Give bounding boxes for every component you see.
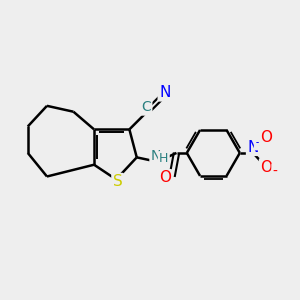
Text: N: N: [159, 85, 170, 100]
Text: C: C: [141, 100, 151, 114]
Text: O: O: [260, 160, 272, 175]
Text: N: N: [248, 140, 259, 154]
Text: O: O: [260, 130, 272, 145]
Text: O: O: [159, 170, 171, 185]
Text: S: S: [113, 174, 122, 189]
Text: H: H: [159, 152, 169, 165]
Text: +: +: [255, 136, 266, 149]
Text: -: -: [273, 164, 278, 178]
Text: N: N: [151, 149, 161, 163]
